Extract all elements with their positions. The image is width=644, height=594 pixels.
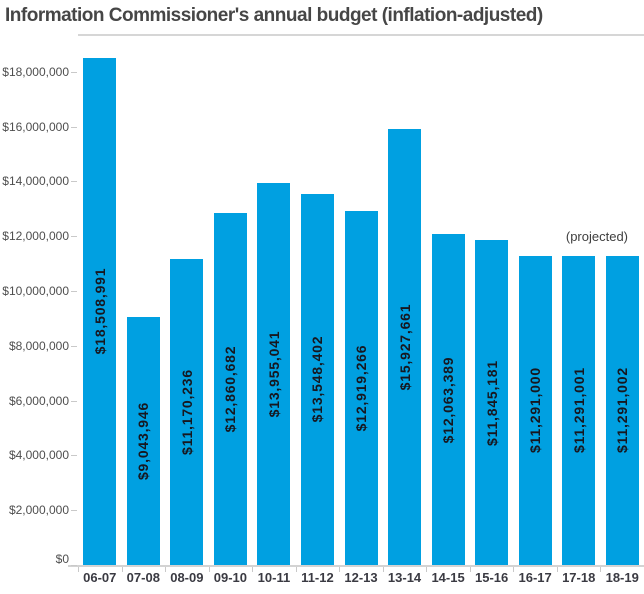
panel-top-border [78, 34, 644, 36]
x-axis-tick [295, 567, 297, 572]
x-axis-category-label: 15-16 [474, 570, 509, 585]
x-axis-tick [469, 567, 471, 572]
x-axis-tick [121, 567, 123, 572]
bar-value-label: $13,548,402 [309, 336, 326, 423]
x-axis-category-label: 11-12 [301, 570, 334, 585]
y-axis-tick [71, 345, 77, 347]
y-axis-tick-label: $16,000,000 [2, 119, 69, 134]
bar-15-16[interactable] [475, 240, 509, 565]
bar-11-12[interactable] [300, 193, 334, 565]
y-axis-tick-label: $2,000,000 [8, 503, 69, 518]
y-axis-tick [71, 291, 77, 292]
bar-08-09[interactable] [170, 258, 204, 565]
x-axis-category-label: 06-07 [83, 570, 117, 585]
x-axis-tick [165, 567, 167, 572]
x-axis-line [68, 565, 644, 567]
x-axis-category-label: 16-17 [518, 570, 552, 585]
bar-value-label: $11,291,001 [570, 367, 587, 454]
bar-value-label: $11,291,002 [614, 367, 631, 454]
x-axis-category-label: 08-09 [170, 570, 204, 585]
y-axis-tick-label: $18,000,000 [2, 64, 69, 79]
bar-17-18[interactable] [562, 255, 596, 565]
x-axis-category-label: 09-10 [213, 570, 247, 585]
y-axis-tick-label: $10,000,000 [2, 284, 69, 298]
bar-14-15[interactable] [431, 234, 465, 565]
x-axis-tick [78, 567, 79, 572]
bar-value-label: $11,170,236 [178, 369, 195, 455]
bar-value-label: $12,919,266 [353, 344, 369, 432]
x-axis-category-label: 12-13 [344, 570, 378, 585]
x-axis-tick [208, 567, 210, 572]
chart-title: Information Commissioner's annual budget… [5, 5, 543, 26]
x-axis-category-label: 18-19 [605, 570, 639, 585]
bar-07-08[interactable] [126, 317, 160, 565]
y-axis-tick [71, 510, 77, 512]
x-axis-tick [556, 567, 558, 572]
y-axis-tick [71, 236, 77, 238]
bar-value-label: $12,063,389 [440, 356, 457, 444]
y-axis-tick-label: $6,000,000 [8, 393, 69, 408]
bar-value-label: $12,860,682 [222, 345, 239, 433]
y-axis-tick [71, 181, 77, 183]
x-axis-tick [426, 567, 428, 572]
x-axis-category-label: 13-14 [387, 570, 422, 585]
y-axis-tick [71, 455, 77, 457]
bar-13-14[interactable] [388, 128, 422, 565]
bar-value-label: $11,845,181 [483, 359, 500, 446]
bar-value-label: $11,291,000 [527, 367, 544, 454]
bar-value-label: $13,955,041 [265, 330, 282, 418]
y-axis-tick [71, 565, 77, 566]
y-axis-tick-label: $12,000,000 [2, 229, 69, 244]
bar-value-label: $9,043,946 [135, 402, 152, 481]
x-axis-tick [339, 567, 341, 572]
x-axis-tick [600, 567, 602, 572]
x-axis-category-label: 07-08 [126, 570, 160, 585]
projected-annotation: (projected) [565, 229, 628, 244]
y-axis-tick [71, 400, 77, 402]
bar-06-07[interactable] [83, 57, 117, 565]
bar-value-label: $15,927,661 [396, 303, 413, 391]
y-axis-tick-label: $4,000,000 [8, 448, 69, 463]
x-axis-tick [252, 567, 254, 572]
y-axis-tick [71, 126, 77, 128]
x-axis-category-label: 10-11 [257, 570, 291, 585]
x-axis-category-label: 14-15 [431, 570, 465, 585]
y-axis-tick-label: $0 [55, 552, 69, 566]
y-axis-tick [71, 71, 77, 73]
bar-10-11[interactable] [257, 182, 291, 565]
bar-16-17[interactable] [518, 255, 552, 565]
x-axis-tick [382, 567, 384, 572]
y-axis-tick-label: $8,000,000 [8, 338, 69, 353]
bar-12-13[interactable] [344, 211, 378, 565]
bar-value-label: $18,508,991 [91, 268, 108, 355]
y-axis-tick-label: $14,000,000 [2, 174, 69, 189]
x-axis-category-label: 17-18 [562, 570, 596, 585]
x-axis-tick [513, 567, 515, 572]
bar-09-10[interactable] [213, 212, 247, 565]
bar-18-19[interactable] [605, 255, 639, 565]
